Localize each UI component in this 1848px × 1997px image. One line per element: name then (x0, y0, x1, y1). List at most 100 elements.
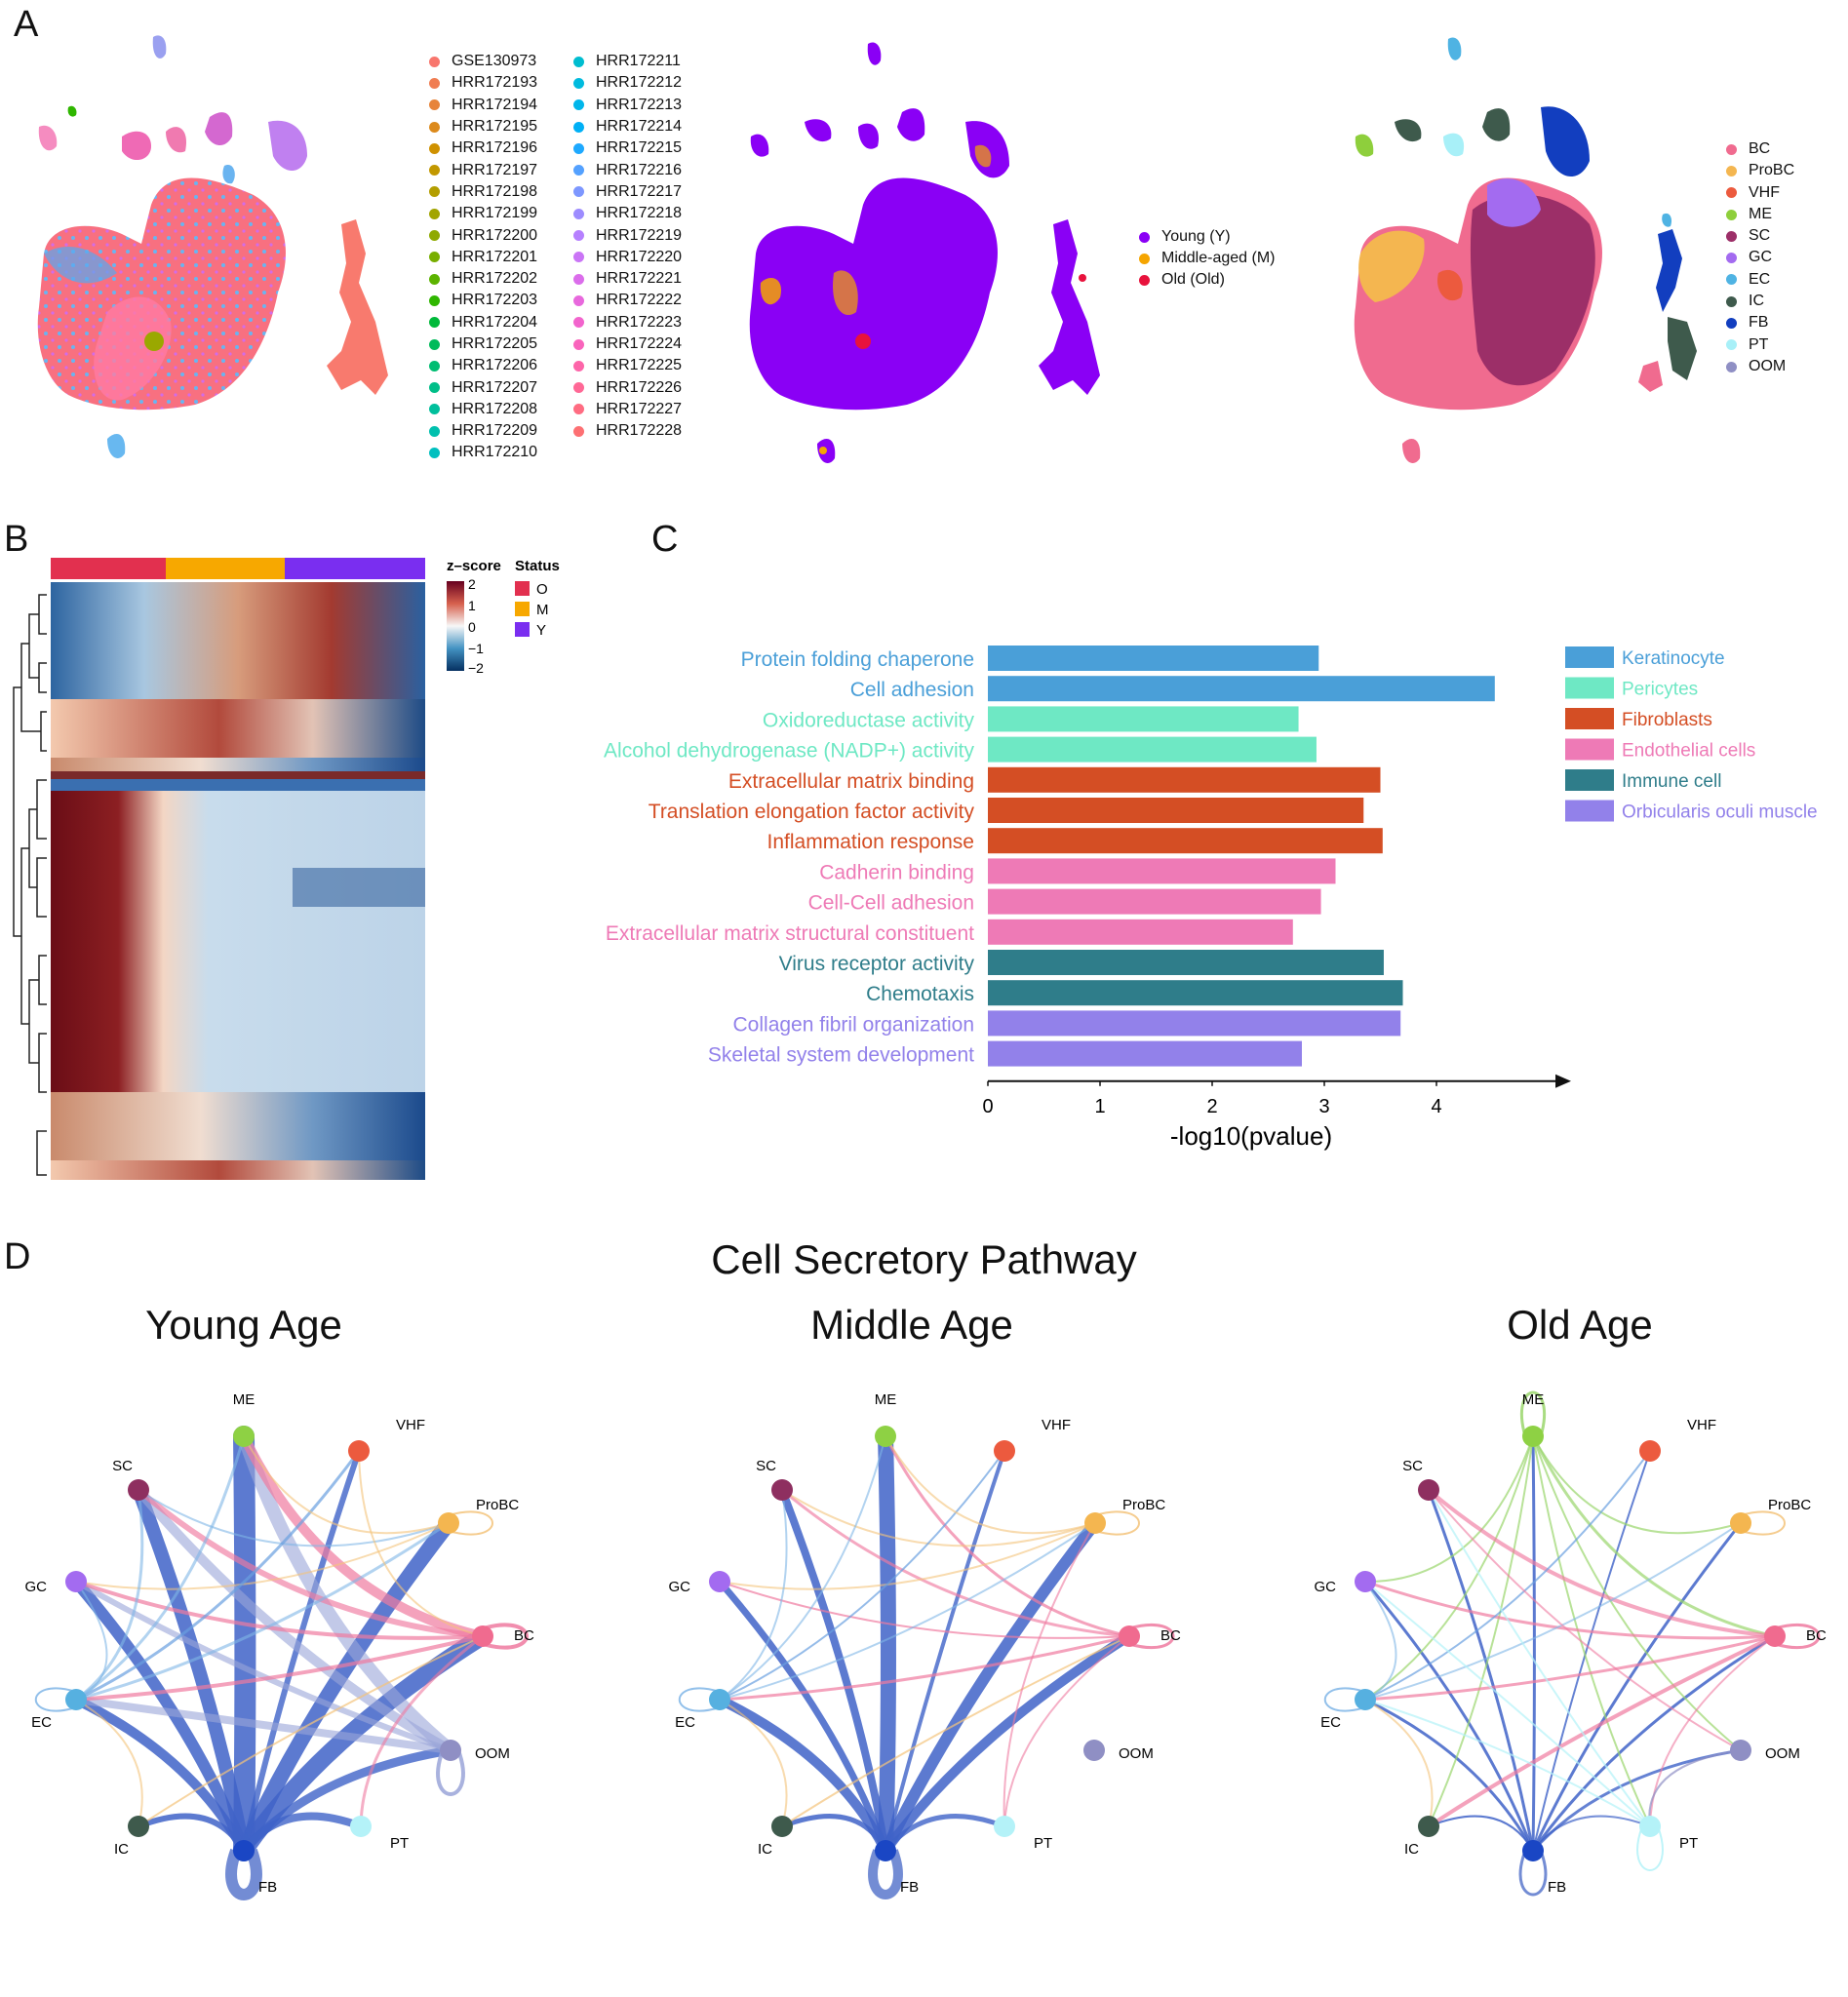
samples-legend: GSE130973 HRR172193 HRR172194 HRR172195 HRR1… (429, 51, 718, 464)
sample-legend-label: HRR172202 (452, 270, 538, 288)
panel-label-d: D (4, 1236, 31, 1277)
network-node-label: SC (112, 1458, 133, 1474)
sample-legend-dot (429, 77, 440, 89)
sample-legend-label: HRR172200 (452, 226, 538, 244)
network-self-loop (1128, 1623, 1175, 1650)
sample-legend-dot (573, 121, 584, 133)
network-edge (74, 1488, 144, 1702)
sample-legend-label: HRR172214 (596, 118, 683, 136)
network-edge (1363, 1580, 1535, 1853)
network-edge (780, 1488, 1131, 1638)
network-self-loop (225, 1848, 262, 1900)
network-self-loop (678, 1687, 721, 1712)
network-node-bc (472, 1625, 493, 1647)
bar-category-label: Alcohol dehydrogenase (NADP+) activity (604, 740, 974, 763)
colorbar-tick: 2 (468, 576, 476, 592)
sample-legend-label: HRR172196 (452, 139, 538, 157)
age-legend-item: Young (Y) (1139, 226, 1275, 248)
sample-legend-dot (429, 360, 440, 372)
sample-legend-dot (429, 121, 440, 133)
bar (988, 1040, 1302, 1067)
celltype-legend-item: VHF (1726, 182, 1794, 204)
sample-legend-item: HRR172205 (429, 333, 573, 355)
network-node-ec (65, 1689, 87, 1710)
network-edge (1428, 1489, 1742, 1751)
colorbar-tick: 1 (468, 598, 476, 613)
sample-legend-dot (573, 186, 584, 198)
network-edge (716, 1578, 889, 1855)
sample-legend-dot (429, 186, 440, 198)
network-edge (1428, 1815, 1534, 1852)
network-edge (136, 1487, 486, 1639)
network-node-sc (771, 1479, 793, 1501)
sample-legend-dot (573, 142, 584, 154)
network-node-fb (1522, 1840, 1544, 1861)
x-axis-label: -log10(pvalue) (1170, 1121, 1332, 1151)
sample-legend-item: HRR172224 (573, 333, 718, 355)
group-legend-swatch (1565, 708, 1614, 729)
celltype-legend-dot (1726, 274, 1737, 286)
network-edge (239, 1431, 488, 1641)
network-edge (75, 1699, 143, 1827)
celltype-legend-item: ME (1726, 204, 1794, 225)
sample-legend-item: HRR172208 (429, 399, 573, 420)
sample-legend-item: HRR172195 (429, 116, 573, 137)
x-tick-label: 3 (1318, 1096, 1329, 1117)
age-legend-label: Young (Y) (1161, 228, 1231, 245)
network-edge (75, 1581, 108, 1701)
network-node-label: OOM (475, 1745, 510, 1762)
network-edge (719, 1435, 886, 1701)
sample-legend-item: HRR172215 (573, 137, 718, 159)
sample-legend-dot (429, 447, 440, 458)
sample-legend-dot (573, 208, 584, 219)
network-node-label: BC (1160, 1627, 1181, 1644)
network-edge (718, 1634, 1131, 1702)
x-axis-arrow-icon (1555, 1074, 1571, 1088)
age-legend-label: Middle-aged (M) (1161, 250, 1276, 266)
celltype-legend-dot (1726, 143, 1737, 155)
sample-legend-dot (573, 404, 584, 415)
enrichment-bar-chart: Protein folding chaperone Cell adhesion Ox… (604, 646, 1818, 1151)
age-legend-dot (1139, 231, 1150, 243)
network-node-probc (1084, 1512, 1106, 1534)
group-legend-swatch (1565, 800, 1614, 822)
network-edge (1648, 1749, 1742, 1827)
network-node-label: SC (1402, 1458, 1423, 1474)
celltype-legend-label: VHF (1749, 183, 1780, 201)
network-edge (779, 1814, 888, 1854)
sample-legend-dot (573, 165, 584, 176)
sample-legend-label: HRR172225 (596, 357, 683, 374)
sample-legend-item: HRR172226 (573, 376, 718, 398)
network-node-fb (875, 1840, 896, 1861)
network-self-loop (482, 1623, 529, 1650)
sample-legend-label: HRR172219 (596, 226, 683, 244)
network-node-ic (1418, 1816, 1439, 1837)
sample-legend-label: HRR172209 (452, 422, 538, 440)
network-edge (1364, 1581, 1397, 1701)
network-node-label: GC (669, 1579, 691, 1595)
group-legend-swatch (1565, 677, 1614, 699)
sample-legend-item: HRR172194 (429, 95, 573, 116)
network-edge (1531, 1434, 1777, 1638)
sample-legend-label: HRR172197 (452, 161, 538, 178)
network-self-loop (1740, 1510, 1786, 1536)
network-node-label: PT (1034, 1835, 1052, 1852)
sample-legend-item: HRR172223 (573, 312, 718, 333)
colorbar-tick: 0 (468, 619, 476, 635)
network-node-label: SC (756, 1458, 776, 1474)
sample-legend-dot (429, 99, 440, 111)
network-title-young: Young Age (145, 1302, 342, 1348)
network-node-pt (1639, 1816, 1661, 1837)
bar-category-label: Cell adhesion (850, 679, 974, 701)
bar (988, 858, 1336, 884)
sample-legend-item: HRR172216 (573, 159, 718, 180)
sample-legend-dot (573, 425, 584, 437)
network-node-label: FB (1548, 1879, 1566, 1896)
group-legend-label: Endothelial cells (1622, 741, 1755, 762)
bar (988, 888, 1321, 915)
network-edge (1427, 1634, 1777, 1828)
network-edge (781, 1635, 1130, 1827)
sample-legend-dot (429, 208, 440, 219)
sample-legend-dot (573, 382, 584, 394)
network-edge (719, 1522, 1096, 1590)
